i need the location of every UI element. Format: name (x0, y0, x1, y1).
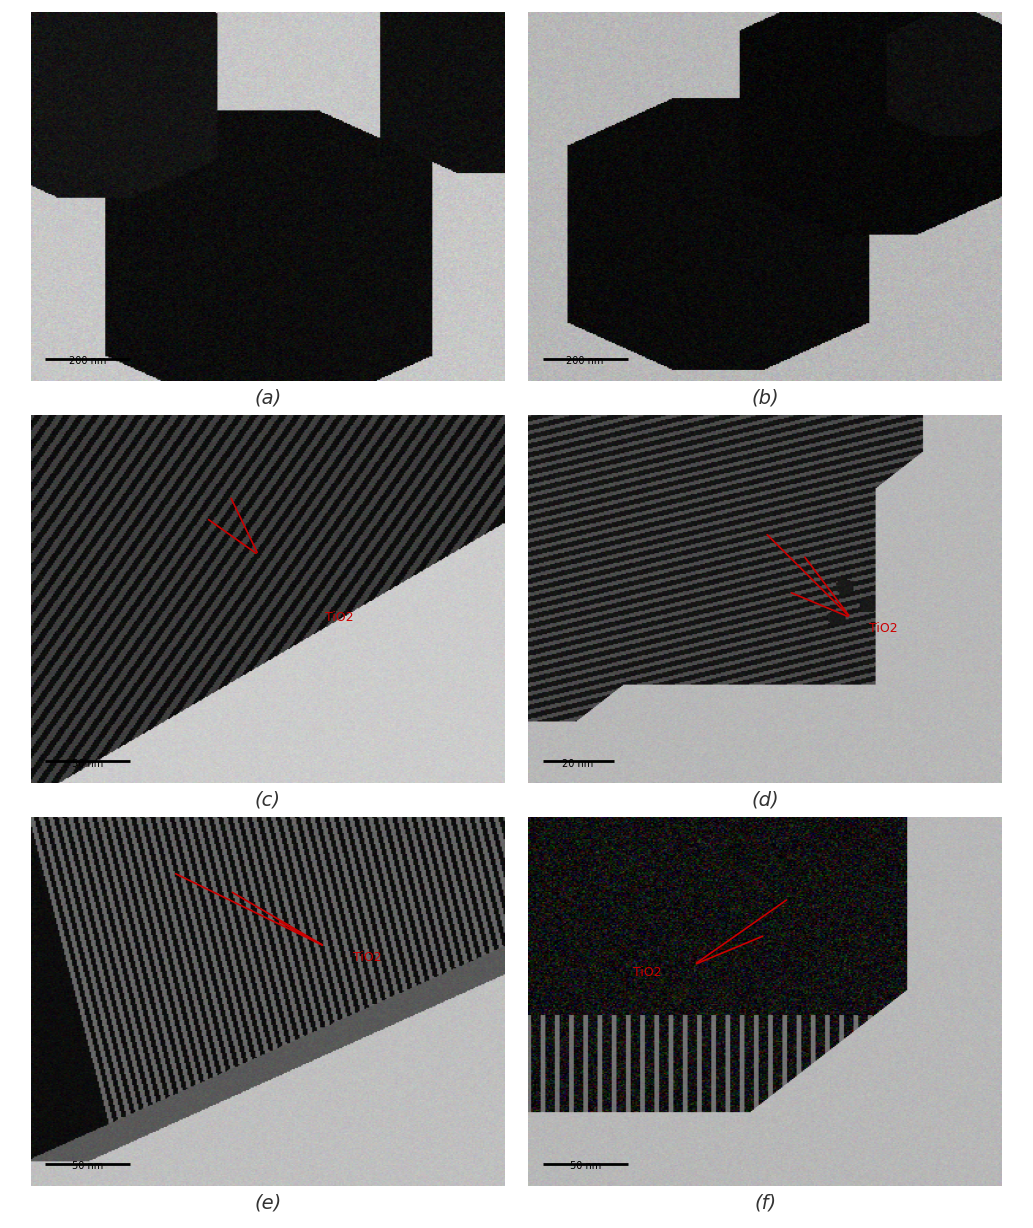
Text: 50 nm: 50 nm (72, 759, 103, 769)
Text: (b): (b) (751, 388, 779, 408)
Text: 20 nm: 20 nm (562, 759, 594, 769)
Text: (c): (c) (255, 791, 281, 809)
Text: (f): (f) (754, 1194, 776, 1212)
Text: 50 nm: 50 nm (72, 1162, 103, 1172)
Text: TiO2: TiO2 (632, 965, 661, 979)
Text: TiO2: TiO2 (870, 623, 898, 635)
Text: TiO2: TiO2 (324, 612, 353, 624)
Text: 200 nm: 200 nm (566, 356, 604, 366)
Text: (a): (a) (254, 388, 281, 408)
Text: TiO2: TiO2 (353, 950, 382, 964)
Text: (d): (d) (751, 791, 779, 809)
Text: 50 nm: 50 nm (569, 1162, 601, 1172)
Text: (e): (e) (254, 1194, 281, 1212)
Text: 200 nm: 200 nm (69, 356, 106, 366)
